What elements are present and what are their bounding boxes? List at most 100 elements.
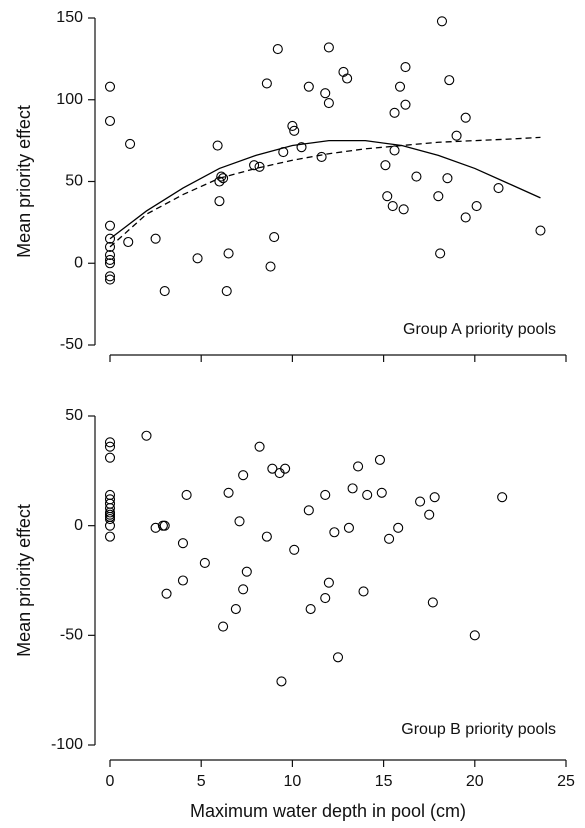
data-point xyxy=(104,271,116,282)
data-point xyxy=(104,258,116,269)
data-point xyxy=(347,483,358,494)
data-point xyxy=(221,285,232,297)
data-point xyxy=(150,522,161,533)
data-point xyxy=(380,160,391,171)
data-point xyxy=(374,454,386,465)
x-tick-label: 25 xyxy=(557,773,575,790)
y-tick-label: 150 xyxy=(56,9,83,26)
data-point xyxy=(382,191,393,202)
data-point xyxy=(159,520,170,531)
data-point xyxy=(320,592,331,604)
data-point xyxy=(320,88,331,99)
data-point xyxy=(276,676,287,687)
data-point xyxy=(429,492,440,503)
annotation: Group B priority pools xyxy=(401,721,556,738)
data-point xyxy=(411,171,422,182)
data-point xyxy=(436,16,448,27)
data-point xyxy=(394,81,406,92)
data-point xyxy=(159,285,170,297)
data-point xyxy=(296,142,307,153)
data-point xyxy=(161,588,172,599)
data-point xyxy=(104,437,116,448)
data-point xyxy=(469,630,480,641)
data-point xyxy=(303,505,314,516)
data-point xyxy=(435,248,446,259)
data-point xyxy=(104,220,116,231)
data-point xyxy=(384,533,395,544)
data-point xyxy=(535,225,546,236)
data-point xyxy=(269,232,280,243)
y-tick-label: 100 xyxy=(56,91,83,108)
data-point xyxy=(214,176,225,187)
data-point xyxy=(272,44,283,55)
data-point xyxy=(451,130,462,141)
data-point xyxy=(238,584,249,595)
data-point xyxy=(104,115,116,127)
data-point xyxy=(261,78,272,89)
data-point xyxy=(104,531,116,542)
data-point xyxy=(400,62,411,73)
data-point xyxy=(199,557,210,569)
data-point xyxy=(216,171,227,182)
data-point xyxy=(265,261,276,272)
data-point xyxy=(323,42,334,53)
data-point xyxy=(104,520,116,531)
data-point xyxy=(342,73,353,84)
data-point xyxy=(493,182,504,194)
data-point xyxy=(104,233,116,244)
data-point xyxy=(444,75,455,86)
data-point xyxy=(218,621,229,632)
data-point xyxy=(358,586,369,597)
data-point xyxy=(177,575,189,586)
data-point xyxy=(323,577,334,588)
data-point xyxy=(141,430,152,441)
data-point xyxy=(261,531,272,542)
data-point xyxy=(254,161,265,172)
data-point xyxy=(387,200,398,212)
data-point xyxy=(323,97,334,109)
data-point xyxy=(389,107,400,118)
y-axis-title: Mean priority effect xyxy=(14,504,34,657)
y-axis-title: Mean priority effect xyxy=(14,105,34,258)
data-point xyxy=(192,253,203,264)
data-point xyxy=(249,160,260,171)
data-point xyxy=(104,514,116,525)
y-tick-label: -50 xyxy=(60,627,83,644)
data-point xyxy=(234,516,245,527)
data-point xyxy=(415,496,426,507)
data-point xyxy=(362,489,373,501)
data-point xyxy=(267,463,278,474)
data-point xyxy=(254,441,265,452)
data-point xyxy=(289,544,300,555)
data-point xyxy=(442,173,453,184)
data-point xyxy=(223,487,234,498)
x-tick-label: 10 xyxy=(284,773,302,790)
data-point xyxy=(400,99,411,110)
x-axis-title: Maximum water depth in pool (cm) xyxy=(190,801,466,821)
data-point xyxy=(497,492,508,503)
data-point xyxy=(104,452,116,463)
x-tick-label: 15 xyxy=(375,773,393,790)
data-point xyxy=(303,81,314,92)
data-point xyxy=(353,461,364,472)
data-point xyxy=(104,241,116,252)
data-point xyxy=(471,200,482,212)
data-point xyxy=(289,125,300,136)
y-tick-label: -100 xyxy=(51,736,83,753)
x-tick-label: 20 xyxy=(466,773,484,790)
data-point xyxy=(212,140,223,151)
data-point xyxy=(223,248,234,259)
data-point xyxy=(376,487,387,498)
data-point xyxy=(316,151,327,163)
data-point xyxy=(320,489,331,501)
data-point xyxy=(424,509,435,520)
fit-line xyxy=(109,139,541,240)
data-point xyxy=(433,191,444,202)
data-point xyxy=(104,81,116,92)
data-point xyxy=(104,274,116,285)
y-tick-label: 0 xyxy=(74,254,83,271)
data-point xyxy=(125,138,136,149)
data-point xyxy=(104,441,116,452)
data-point xyxy=(150,233,161,244)
annotation: Group A priority pools xyxy=(403,321,556,338)
